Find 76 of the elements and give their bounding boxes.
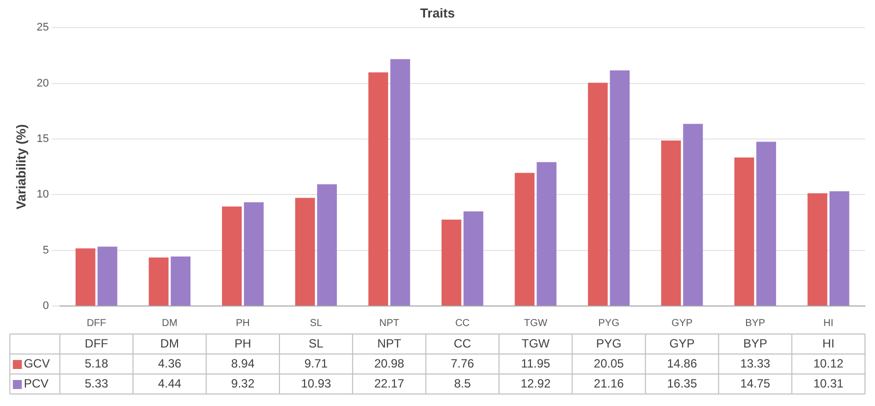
legend-label: PCV (24, 376, 49, 390)
bar (830, 191, 850, 306)
category-label: HI (822, 336, 834, 350)
category-label: GYP (669, 336, 695, 350)
bar (808, 193, 828, 306)
bar (368, 72, 388, 306)
bar (536, 162, 556, 306)
data-label: 4.36 (158, 356, 182, 370)
bar (390, 59, 410, 306)
bar (464, 211, 484, 306)
bar (683, 124, 703, 306)
y-tick-label: 20 (36, 77, 49, 90)
y-tick-label: 15 (36, 132, 49, 145)
y-tick-label: 5 (42, 244, 49, 256)
data-label: 10.93 (301, 376, 332, 390)
category-label: TGW (522, 336, 550, 350)
bar (756, 142, 776, 306)
x-tick-label: BYP (745, 318, 766, 329)
data-label: 14.75 (740, 376, 771, 390)
category-label: DM (160, 336, 179, 350)
bar (442, 220, 462, 306)
data-label: 10.12 (813, 356, 844, 370)
bar (76, 248, 96, 306)
bar (244, 202, 264, 306)
x-tick-label: PH (236, 318, 250, 329)
category-label: SL (308, 336, 324, 350)
data-label: 12.92 (520, 376, 551, 390)
y-axis-title: Variability (%) (13, 124, 28, 210)
bar (661, 140, 681, 306)
bar (588, 82, 608, 306)
x-tick-label: SL (310, 318, 323, 329)
x-tick-label: HI (823, 318, 834, 329)
x-tick-label: PYG (598, 318, 620, 329)
legend-label: GCV (24, 356, 50, 370)
data-label: 9.32 (231, 376, 255, 390)
category-label: PYG (596, 336, 622, 350)
category-label: CC (454, 336, 472, 350)
data-label: 5.18 (84, 356, 108, 370)
data-label: 13.33 (740, 356, 771, 370)
data-label: 14.86 (666, 356, 698, 370)
data-label: 9.71 (304, 356, 328, 370)
data-label: 5.33 (84, 376, 108, 390)
bar (170, 256, 190, 306)
data-label: 20.98 (374, 356, 405, 370)
data-label: 16.35 (666, 376, 698, 390)
data-label: 20.05 (594, 356, 624, 370)
x-tick-label: CC (455, 318, 470, 329)
data-label: 22.17 (374, 376, 405, 390)
x-tick-label: DFF (86, 318, 106, 329)
bar (295, 198, 315, 306)
data-label: 8.5 (454, 376, 472, 390)
category-label: PH (234, 336, 252, 350)
data-label: 21.16 (594, 376, 624, 390)
chart-title: Traits (420, 5, 455, 20)
x-tick-label: TGW (524, 318, 548, 329)
x-tick-label: DM (162, 318, 178, 329)
category-label: BYP (743, 336, 768, 350)
category-label: NPT (377, 336, 402, 350)
bar (734, 158, 754, 306)
y-tick-label: 10 (36, 188, 49, 201)
y-tick-label: 0 (42, 300, 49, 312)
data-label: 10.31 (813, 376, 844, 390)
x-tick-label: GYP (671, 318, 693, 329)
data-label: 7.76 (450, 356, 474, 370)
data-label: 11.95 (521, 356, 551, 370)
y-tick-label: 25 (36, 22, 49, 34)
bar (610, 70, 630, 306)
data-label: 4.44 (158, 376, 182, 390)
category-label: DFF (84, 336, 108, 350)
bar (98, 246, 118, 306)
x-tick-label: NPT (379, 318, 400, 329)
bar (317, 184, 337, 306)
bar (148, 257, 169, 306)
bar (514, 172, 535, 306)
data-label: 8.94 (231, 356, 255, 370)
bar (222, 206, 242, 306)
